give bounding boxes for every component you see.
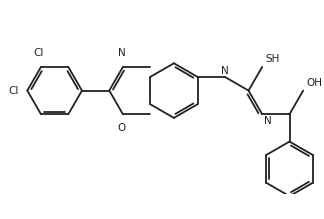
Text: N: N [264, 117, 272, 126]
Text: OH: OH [307, 78, 322, 88]
Text: Cl: Cl [8, 86, 18, 95]
Text: Cl: Cl [34, 48, 44, 58]
Text: N: N [118, 48, 125, 58]
Text: N: N [221, 65, 229, 76]
Text: O: O [117, 123, 126, 133]
Text: SH: SH [265, 54, 279, 64]
